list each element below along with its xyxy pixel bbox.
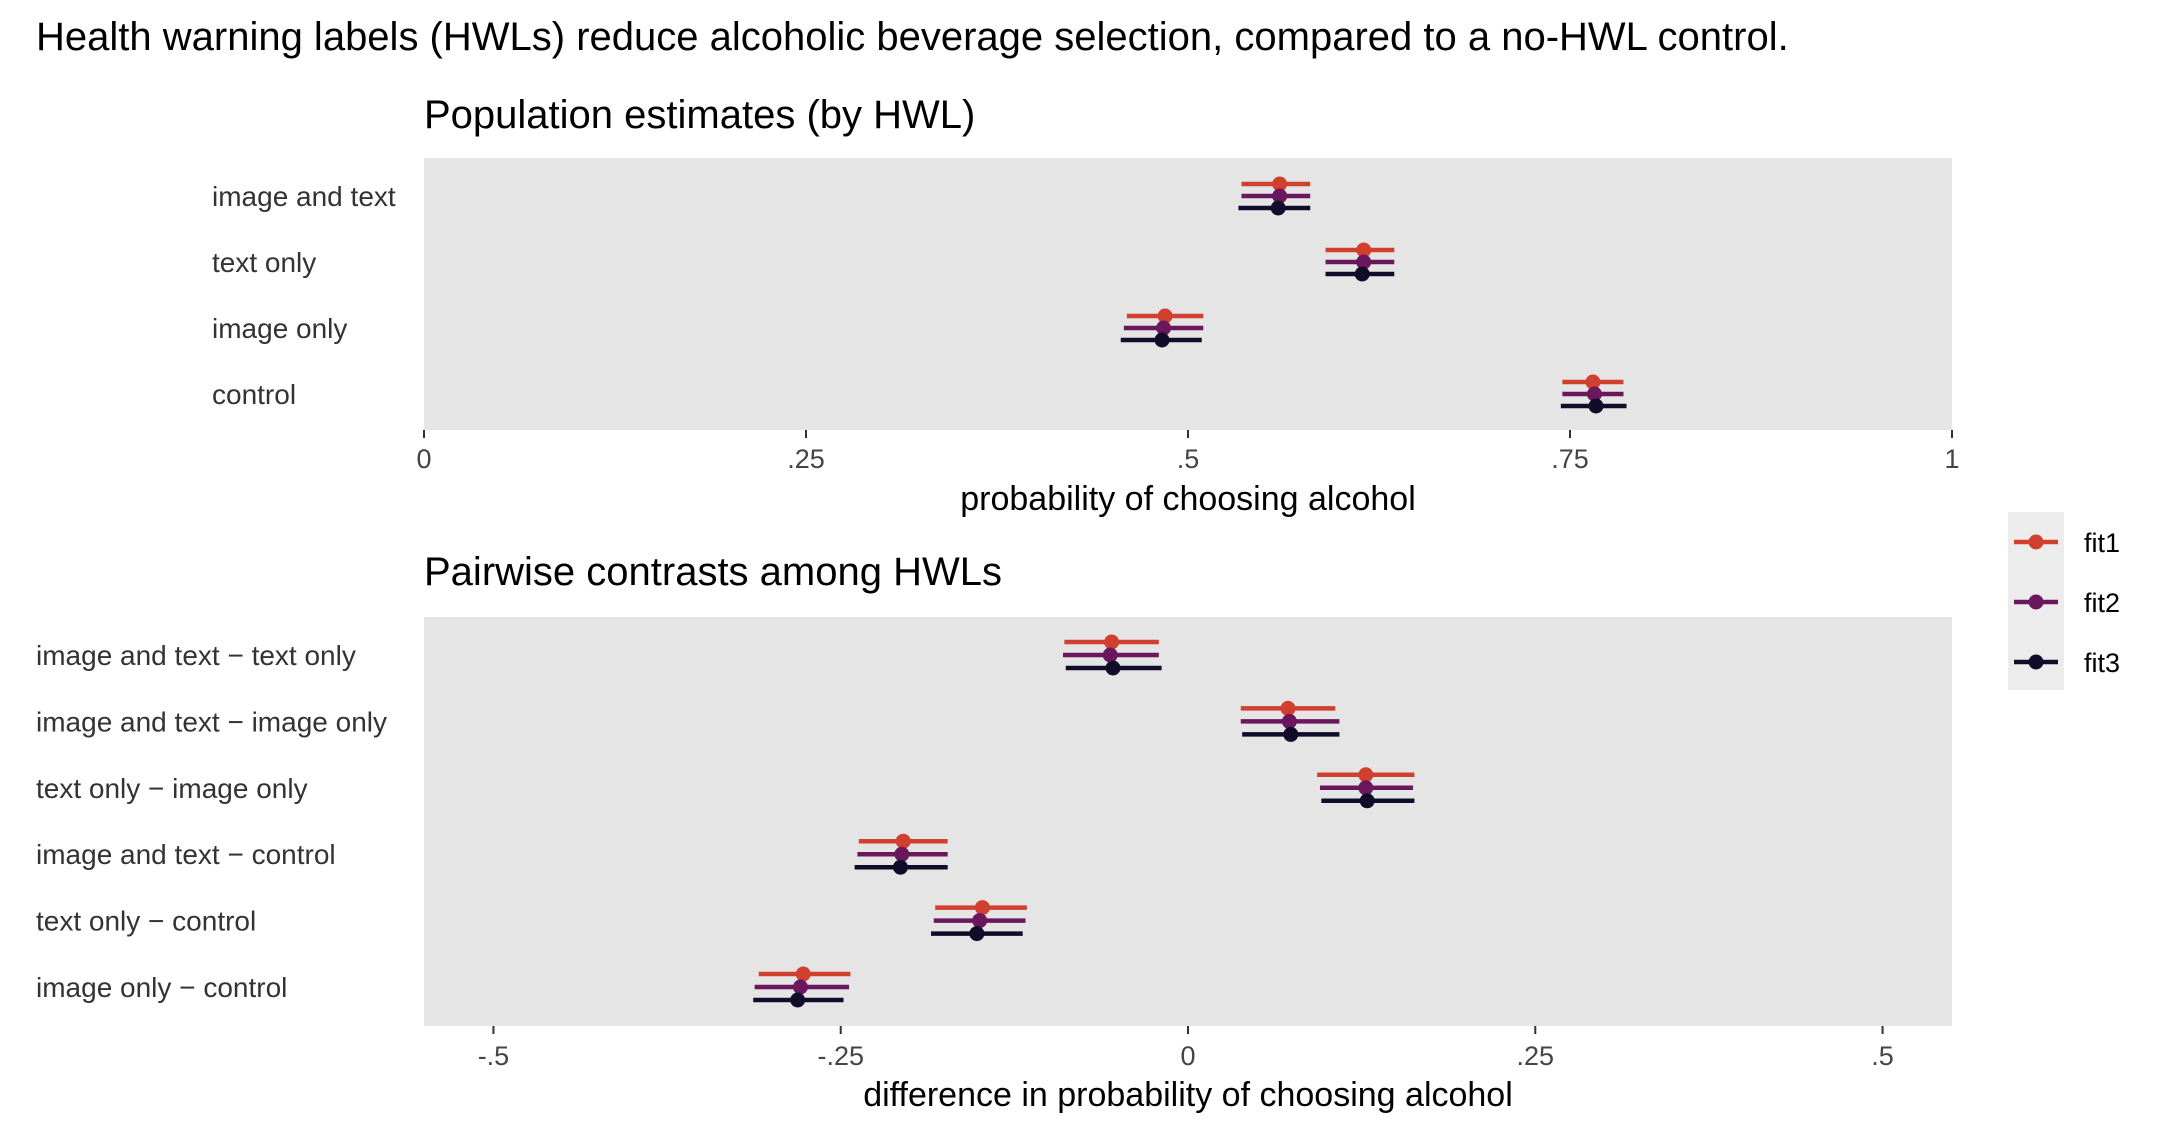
point-fit3 (1283, 726, 1299, 742)
category-label: image and text − control (36, 839, 336, 870)
legend-label: fit3 (2084, 648, 2120, 678)
category-label: text only − control (36, 906, 256, 937)
panel-title: Population estimates (by HWL) (424, 93, 975, 137)
x-tick-label: -.5 (478, 1041, 510, 1071)
point-fit3 (969, 926, 985, 942)
category-label: text only (212, 247, 316, 278)
x-tick-label: 0 (1180, 1041, 1195, 1071)
point-ranges (753, 634, 1415, 1008)
plot-background (424, 158, 1952, 430)
point-fit3 (1354, 266, 1370, 282)
point-fit3 (1105, 660, 1121, 676)
category-label: control (212, 379, 296, 410)
x-axis: 0 .25 .5 .75 1 (416, 430, 1960, 474)
x-axis-title: probability of choosing alcohol (960, 480, 1416, 518)
point-fit3 (1359, 793, 1375, 809)
point-fit3 (1270, 200, 1286, 216)
x-tick-label: .5 (1871, 1041, 1894, 1071)
category-label: image and text − image only (36, 706, 387, 737)
point-fit1 (895, 833, 911, 849)
point-fit2 (1102, 647, 1118, 663)
category-label: text only − image only (36, 773, 308, 804)
panel-title: Pairwise contrasts among HWLs (424, 550, 1002, 594)
legend-label: fit2 (2084, 588, 2120, 618)
category-label: image and text (212, 181, 396, 212)
x-tick-label: .5 (1177, 444, 1200, 474)
x-tick-label: 0 (416, 444, 431, 474)
point-fit1 (1585, 374, 1601, 390)
point-fit2 (1356, 254, 1372, 270)
x-axis: -.5 -.25 0 .25 .5 (478, 1026, 1894, 1071)
category-label: image only (212, 313, 347, 344)
point-fit2 (1272, 188, 1288, 204)
legend-label: fit1 (2084, 528, 2120, 558)
point-fit1 (1104, 634, 1120, 650)
legend-key-point (2028, 654, 2044, 670)
x-tick-label: 1 (1944, 444, 1959, 474)
point-fit2 (972, 913, 988, 929)
category-labels: image and text text only image only control (212, 181, 396, 410)
point-fit1 (795, 966, 811, 982)
point-fit2 (1156, 320, 1172, 336)
point-fit2 (1586, 386, 1602, 402)
main-title: Health warning labels (HWLs) reduce alco… (36, 15, 1789, 59)
point-fit3 (1588, 398, 1604, 414)
category-labels: image and text − text only image and text… (36, 640, 387, 1003)
point-fit3 (790, 992, 806, 1008)
category-label: image and text − text only (36, 640, 356, 671)
point-fit1 (974, 900, 990, 916)
x-tick-label: .75 (1551, 444, 1589, 474)
point-fit2 (1358, 780, 1374, 796)
point-fit1 (1358, 767, 1374, 783)
point-fit3 (892, 859, 908, 875)
point-fit1 (1272, 176, 1288, 192)
legend-key-point (2028, 534, 2044, 550)
point-fit3 (1154, 332, 1170, 348)
point-ranges (1120, 176, 1627, 414)
x-tick-label: .25 (787, 444, 825, 474)
plot-background (424, 617, 1952, 1026)
point-fit1 (1356, 242, 1372, 258)
point-fit2 (792, 979, 808, 995)
point-fit1 (1157, 308, 1173, 324)
x-tick-label: .25 (1516, 1041, 1554, 1071)
x-tick-label: -.25 (817, 1041, 864, 1071)
x-axis-title: difference in probability of choosing al… (863, 1076, 1513, 1114)
point-fit1 (1280, 700, 1296, 716)
population-estimates-panel: Population estimates (by HWL) image and … (212, 93, 1960, 518)
legend-key-point (2028, 594, 2044, 610)
category-label: image only − control (36, 972, 287, 1003)
point-fit2 (894, 846, 910, 862)
point-fit2 (1281, 713, 1297, 729)
pairwise-contrasts-panel: Pairwise contrasts among HWLs image and … (36, 550, 1952, 1114)
legend: fit1 fit2 fit3 (2008, 512, 2120, 690)
